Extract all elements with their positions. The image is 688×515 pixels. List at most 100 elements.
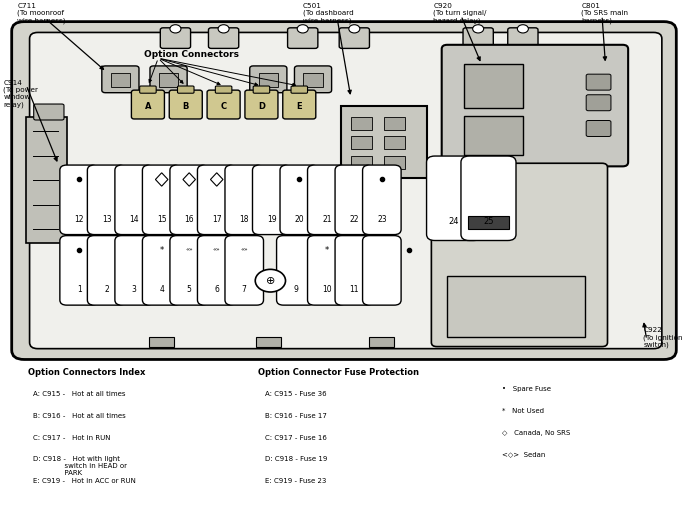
Text: 17: 17 (212, 215, 222, 224)
FancyBboxPatch shape (256, 337, 281, 347)
Text: 10: 10 (322, 285, 332, 294)
FancyBboxPatch shape (339, 28, 369, 48)
Text: D: C918 -   Hot with light
              switch in HEAD or
              PARK: D: C918 - Hot with light switch in HEAD … (33, 456, 127, 476)
Text: 9: 9 (293, 285, 299, 294)
FancyBboxPatch shape (351, 156, 372, 169)
FancyBboxPatch shape (34, 104, 64, 120)
Text: 14: 14 (129, 215, 139, 224)
Text: D: C918 - Fuse 19: D: C918 - Fuse 19 (265, 456, 327, 462)
FancyBboxPatch shape (461, 156, 516, 241)
FancyBboxPatch shape (288, 28, 318, 48)
Text: 25: 25 (483, 217, 494, 226)
FancyBboxPatch shape (586, 121, 611, 136)
FancyBboxPatch shape (277, 236, 315, 305)
Text: *: * (160, 246, 164, 254)
FancyBboxPatch shape (170, 165, 208, 235)
Text: C711
(To moonroof
wire harness): C711 (To moonroof wire harness) (17, 3, 65, 24)
Text: B: B (182, 102, 189, 111)
FancyBboxPatch shape (208, 28, 239, 48)
FancyBboxPatch shape (142, 165, 181, 235)
FancyBboxPatch shape (303, 73, 323, 87)
Text: «»: «» (213, 248, 221, 252)
Text: 4: 4 (159, 285, 164, 294)
Text: C914
(To power
window
relay): C914 (To power window relay) (3, 80, 39, 108)
FancyBboxPatch shape (26, 117, 67, 243)
FancyBboxPatch shape (115, 236, 153, 305)
FancyBboxPatch shape (225, 165, 264, 235)
FancyBboxPatch shape (384, 136, 405, 149)
FancyBboxPatch shape (291, 86, 308, 93)
Text: A: A (144, 102, 151, 111)
Text: C920
(To turn signal/
hazard relay): C920 (To turn signal/ hazard relay) (433, 3, 487, 24)
FancyBboxPatch shape (160, 28, 191, 48)
Text: 2: 2 (105, 285, 109, 294)
Text: 3: 3 (131, 285, 137, 294)
FancyBboxPatch shape (60, 236, 98, 305)
Text: «»: «» (240, 248, 248, 252)
FancyBboxPatch shape (131, 90, 164, 119)
Text: C: C917 - Fuse 16: C: C917 - Fuse 16 (265, 435, 327, 441)
Text: Option Connectors: Option Connectors (144, 49, 239, 59)
Text: C: C917 -   Hot in RUN: C: C917 - Hot in RUN (33, 435, 111, 441)
Text: <◇>  Sedan: <◇> Sedan (502, 451, 546, 457)
Text: ⊕: ⊕ (266, 276, 275, 286)
FancyBboxPatch shape (149, 337, 174, 347)
FancyBboxPatch shape (280, 165, 319, 235)
FancyBboxPatch shape (351, 117, 372, 130)
FancyBboxPatch shape (369, 337, 394, 347)
FancyBboxPatch shape (250, 66, 287, 93)
Text: B: C916 - Fuse 17: B: C916 - Fuse 17 (265, 413, 327, 419)
FancyBboxPatch shape (308, 236, 346, 305)
Bar (468, 216, 509, 229)
Text: 16: 16 (184, 215, 194, 224)
FancyBboxPatch shape (87, 236, 126, 305)
FancyBboxPatch shape (178, 86, 194, 93)
FancyBboxPatch shape (197, 236, 236, 305)
Text: 21: 21 (322, 215, 332, 224)
Text: 22: 22 (350, 215, 359, 224)
FancyBboxPatch shape (363, 165, 401, 235)
Text: *: * (325, 246, 329, 254)
Text: 1: 1 (77, 285, 81, 294)
Text: Option Connectors Index: Option Connectors Index (28, 368, 145, 377)
FancyBboxPatch shape (447, 276, 585, 337)
Circle shape (255, 269, 286, 292)
FancyBboxPatch shape (294, 66, 332, 93)
FancyBboxPatch shape (140, 86, 156, 93)
FancyBboxPatch shape (102, 66, 139, 93)
FancyBboxPatch shape (384, 117, 405, 130)
FancyBboxPatch shape (427, 156, 482, 241)
FancyBboxPatch shape (586, 95, 611, 111)
Text: E: C919 - Fuse 23: E: C919 - Fuse 23 (265, 478, 326, 484)
FancyBboxPatch shape (207, 90, 240, 119)
FancyBboxPatch shape (442, 45, 628, 166)
Text: *   Not Used: * Not Used (502, 408, 544, 414)
Text: 15: 15 (157, 215, 166, 224)
FancyBboxPatch shape (308, 165, 346, 235)
Circle shape (349, 25, 360, 33)
Text: C: C (221, 102, 226, 111)
FancyBboxPatch shape (169, 90, 202, 119)
Text: C801
(To SRS main
harness): C801 (To SRS main harness) (581, 3, 628, 24)
FancyBboxPatch shape (170, 236, 208, 305)
Text: C922
(To ignition
switch): C922 (To ignition switch) (643, 327, 682, 348)
Text: 11: 11 (350, 285, 359, 294)
Text: Option Connector Fuse Protection: Option Connector Fuse Protection (258, 368, 419, 377)
FancyBboxPatch shape (259, 73, 278, 87)
FancyBboxPatch shape (197, 165, 236, 235)
Circle shape (473, 25, 484, 33)
Text: A: C915 - Fuse 36: A: C915 - Fuse 36 (265, 391, 327, 398)
Text: C501
(To dashboard
wire harness): C501 (To dashboard wire harness) (303, 3, 354, 24)
FancyBboxPatch shape (463, 28, 493, 48)
FancyBboxPatch shape (363, 236, 401, 305)
Circle shape (218, 25, 229, 33)
FancyBboxPatch shape (111, 73, 130, 87)
FancyBboxPatch shape (142, 236, 181, 305)
FancyBboxPatch shape (115, 165, 153, 235)
Text: 24: 24 (449, 217, 460, 226)
FancyBboxPatch shape (252, 165, 291, 235)
FancyBboxPatch shape (150, 66, 187, 93)
Circle shape (170, 25, 181, 33)
Text: 5: 5 (186, 285, 192, 294)
FancyBboxPatch shape (12, 22, 676, 359)
